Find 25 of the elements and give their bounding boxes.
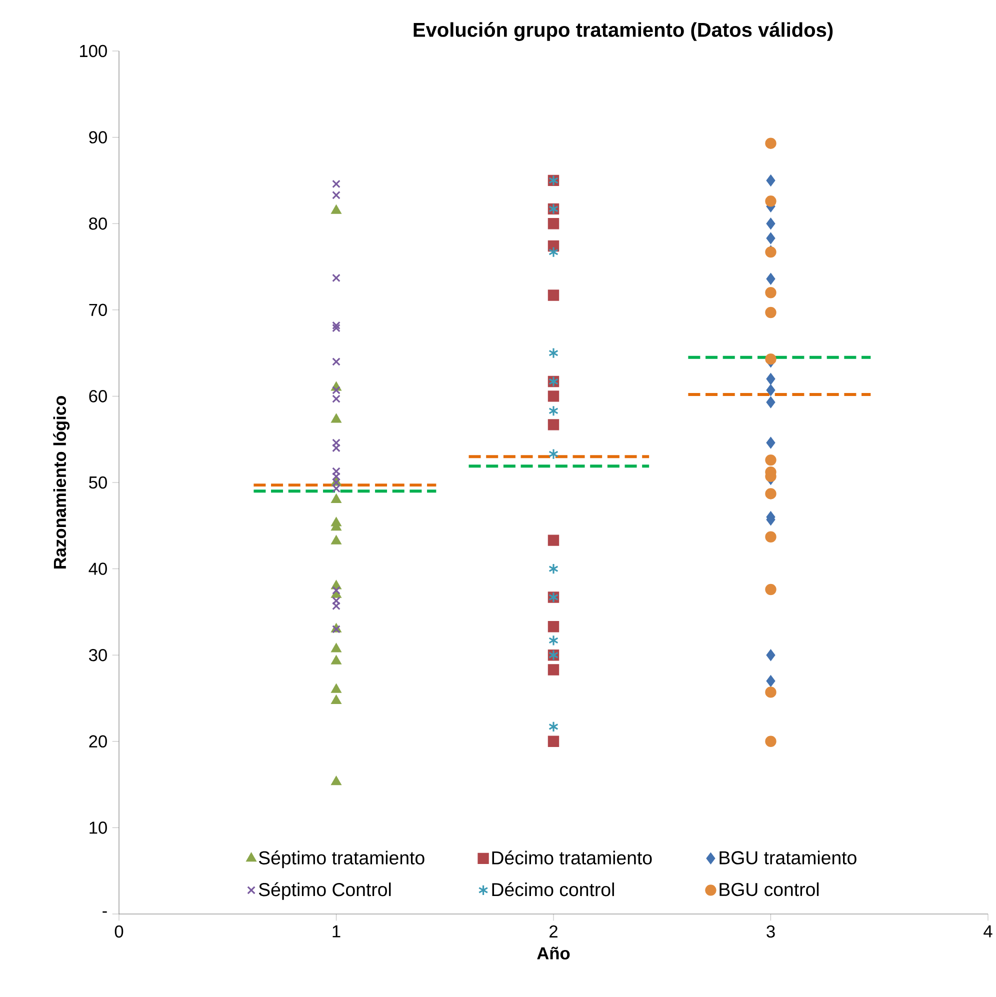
- legend-label: BGU tratamiento: [720, 850, 856, 864]
- y-tick-label: 40: [88, 562, 107, 575]
- x-tick-label: 3: [766, 925, 775, 938]
- chart-title: Evolución grupo tratamiento (Datos válidos): [414, 22, 833, 41]
- y-tick-label: 100: [80, 44, 107, 58]
- x-tick-label: 1: [332, 925, 340, 938]
- y-tick-label: 80: [89, 217, 107, 230]
- y-tick-label: -: [102, 911, 107, 913]
- y-tick-label: 20: [89, 735, 107, 748]
- y-tick-label: 70: [89, 304, 107, 316]
- y-axis-title: Razonamiento lógico: [53, 396, 70, 568]
- y-tick-label: 60: [89, 390, 107, 402]
- legend-label: Séptimo Control: [258, 882, 391, 900]
- legend-label: Décimo tratamiento: [492, 850, 652, 864]
- y-tick-label: 50: [89, 476, 107, 489]
- x-tick-label: 4: [984, 925, 992, 938]
- legend-label: Séptimo tratamiento: [258, 850, 424, 868]
- x-tick-label: 2: [550, 925, 558, 938]
- x-tick-label: 0: [114, 925, 124, 938]
- legend-label: BGU control: [720, 882, 819, 896]
- y-tick-label: 90: [89, 131, 107, 144]
- x-axis-title: Año: [537, 946, 570, 960]
- legend-label: Décimo control: [492, 882, 614, 896]
- y-tick-label: 10: [90, 822, 107, 834]
- y-tick-label: 30: [89, 648, 107, 662]
